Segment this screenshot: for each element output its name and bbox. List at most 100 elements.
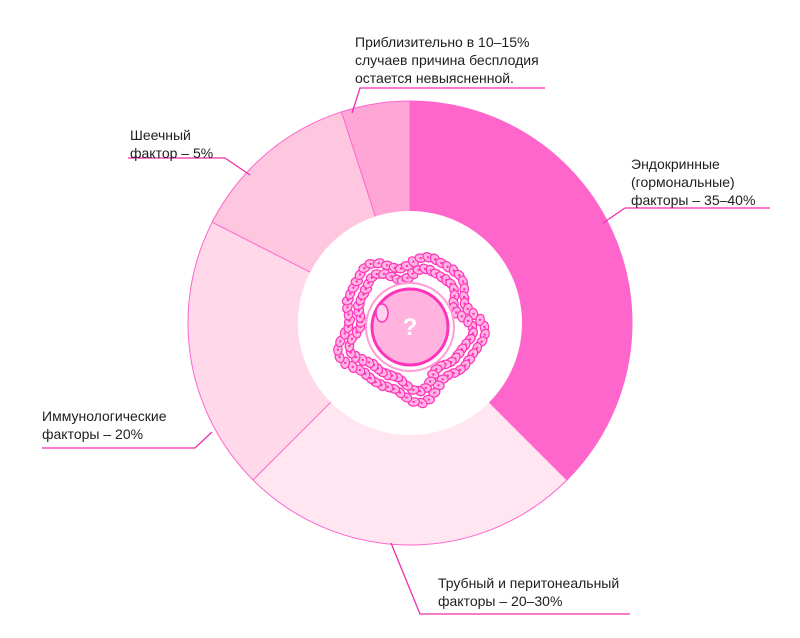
oocyte — [370, 287, 450, 367]
cell-nucleus — [420, 401, 423, 405]
leader-line — [351, 87, 545, 114]
cell-nucleus — [347, 325, 350, 329]
label-immunological: Иммунологические факторы – 20% — [42, 407, 167, 443]
egg-cell-icon: ? — [333, 251, 490, 409]
cell-nucleus — [377, 262, 380, 265]
cell-nucleus — [483, 325, 486, 329]
cell-nucleus — [336, 348, 340, 351]
cell-nucleus — [441, 378, 444, 381]
leader-line — [602, 207, 770, 224]
cell-nucleus — [433, 258, 437, 261]
label-line: факторы – 20–30% — [438, 593, 563, 609]
cell-nucleus — [361, 358, 364, 362]
label-line: фактор – 5% — [130, 145, 214, 161]
cell-nucleus — [463, 288, 466, 291]
slice-0 — [410, 101, 633, 480]
cell-nucleus — [338, 356, 341, 359]
donut-rim — [187, 100, 633, 546]
leader-line — [42, 431, 213, 449]
cell-nucleus — [429, 380, 432, 383]
cell-nucleus — [458, 368, 462, 372]
cell-nucleus — [351, 365, 354, 369]
cell-nucleus — [475, 346, 479, 350]
label-endocrine: Эндокринные (гормональные) факторы – 35–… — [631, 155, 755, 209]
cell-nucleus — [405, 384, 409, 387]
cell-nucleus — [455, 311, 458, 314]
cell-nucleus — [339, 340, 342, 343]
cell-nucleus — [343, 332, 346, 335]
cell-nucleus — [390, 275, 393, 278]
cell-nucleus — [354, 355, 357, 359]
cell-nucleus — [399, 267, 403, 270]
cell-nucleus — [382, 272, 386, 276]
cell-nucleus — [483, 333, 486, 336]
cell-nucleus — [424, 386, 427, 390]
cell-nucleus — [369, 376, 372, 380]
cell-nucleus — [417, 268, 420, 272]
cell-nucleus — [411, 272, 414, 275]
cell-nucleus — [385, 264, 389, 267]
cell-nucleus — [463, 302, 466, 305]
cell-nucleus — [437, 384, 440, 387]
slice-divider — [340, 111, 376, 217]
cell-nucleus — [369, 262, 372, 266]
cell-nucleus — [460, 315, 463, 318]
cell-nucleus — [398, 391, 402, 394]
cell-nucleus — [350, 337, 354, 341]
label-cervical: Шеечный фактор – 5% — [130, 126, 213, 162]
label-line: остается невыясненной. — [355, 70, 514, 86]
cell-nucleus — [358, 273, 362, 276]
cell-nucleus — [363, 266, 366, 270]
cell-nucleus — [406, 276, 409, 280]
cell-nucleus — [478, 318, 482, 322]
label-line: случаев причина бесплодия — [355, 52, 539, 68]
label-line: факторы – 20% — [42, 426, 144, 442]
cell-nucleus — [367, 361, 371, 364]
cell-nucleus — [452, 269, 455, 272]
cell-nucleus — [453, 294, 456, 298]
slice-2 — [187, 222, 410, 480]
label-line: Трубный и перитонеальный — [438, 575, 620, 591]
leader-line — [128, 157, 251, 176]
cell-nucleus — [480, 340, 483, 343]
cell-nucleus — [405, 396, 408, 399]
cell-nucleus — [405, 264, 409, 268]
cell-nucleus — [375, 272, 379, 276]
cell-nucleus — [412, 400, 415, 404]
label-line: Эндокринные — [631, 156, 720, 172]
cell-nucleus — [352, 286, 355, 289]
cell-nucleus — [423, 267, 427, 271]
label-line: (гормональные) — [631, 174, 735, 190]
label-unexplained: Приблизительно в 10–15% случаев причина … — [355, 33, 539, 87]
slice-dividers — [187, 100, 633, 546]
cell-nucleus — [472, 312, 475, 316]
cell-nucleus — [386, 385, 389, 389]
cell-nucleus — [357, 309, 360, 313]
cell-nucleus — [367, 282, 370, 285]
cell-nucleus — [362, 293, 365, 296]
cell-nucleus — [412, 260, 415, 263]
cell-nucleus — [426, 256, 430, 259]
cell-nucleus — [440, 261, 443, 265]
cell-nucleus — [347, 313, 350, 316]
cell-nucleus — [466, 307, 469, 311]
slice-divider — [252, 401, 332, 481]
cell-nucleus — [471, 352, 474, 356]
cell-nucleus — [432, 373, 435, 376]
cell-nucleus — [412, 388, 415, 392]
slice-divider — [488, 401, 568, 481]
label-tubal: Трубный и перитонеальный факторы – 20–30… — [438, 574, 619, 610]
label-line: Иммунологические — [42, 408, 167, 424]
cell-nucleus — [346, 299, 349, 302]
cell-nucleus — [348, 344, 351, 348]
question-mark: ? — [403, 314, 418, 341]
cell-nucleus — [346, 306, 349, 309]
leader-lines — [42, 87, 770, 615]
cell-nucleus — [355, 280, 358, 283]
cell-nucleus — [435, 368, 438, 371]
cell-nucleus — [427, 398, 430, 401]
polar-body — [375, 303, 389, 323]
cell-nucleus — [466, 319, 470, 323]
cell-nucleus — [461, 280, 465, 283]
